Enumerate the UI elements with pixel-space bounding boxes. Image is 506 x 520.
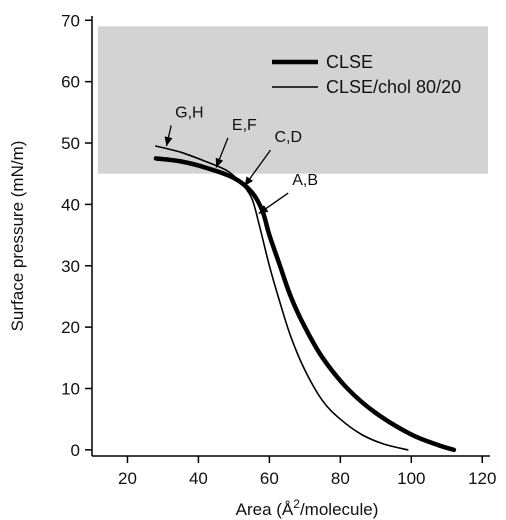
x-tick-label: 20 [118, 469, 137, 488]
annotation-arrow-head [215, 157, 224, 168]
annotation-label: A,B [292, 172, 318, 189]
x-axis-title-tail: /molecule) [300, 500, 378, 519]
shaded-region [98, 26, 488, 174]
y-tick-label: 10 [61, 379, 80, 398]
legend-label-clse: CLSE [326, 52, 373, 72]
x-tick-label: 40 [189, 469, 208, 488]
y-tick-label: 70 [61, 11, 80, 30]
annotation-arrow-head [244, 176, 254, 186]
annotation-label: G,H [175, 105, 203, 122]
y-ticks: 0 10 20 30 40 50 60 70 [61, 11, 92, 460]
y-tick-label: 60 [61, 73, 80, 92]
x-axis-title-superscript: 2 [293, 497, 300, 511]
x-axis-title-main: Area (Å [236, 500, 294, 519]
legend: CLSE CLSE/chol 80/20 [272, 52, 461, 97]
x-tick-label: 60 [260, 469, 279, 488]
y-tick-label: 0 [71, 441, 80, 460]
x-axis-title: Area (Å2/molecule) [236, 497, 379, 519]
series-line-clse [153, 156, 457, 453]
x-tick-label: 120 [468, 469, 496, 488]
y-tick-label: 30 [61, 257, 80, 276]
x-ticks: 20 40 60 80 100 120 [118, 456, 496, 488]
y-tick-label: 20 [61, 318, 80, 337]
annotation-label: E,F [232, 117, 257, 134]
series-line-clse-chol [155, 145, 409, 451]
x-tick-label: 80 [331, 469, 350, 488]
y-axis-title: Surface pressure (mN/m) [8, 141, 27, 332]
legend-label-clse-chol: CLSE/chol 80/20 [326, 77, 461, 97]
x-tick-label: 100 [397, 469, 425, 488]
series-layer [153, 145, 457, 453]
annotation-arrow-head [258, 205, 269, 214]
annotation-arrow-head [164, 136, 173, 147]
annotations: G,H E,F C,D A,B [164, 105, 318, 215]
y-tick-label: 40 [61, 195, 80, 214]
annotation-label: C,D [274, 129, 302, 146]
y-tick-label: 50 [61, 134, 80, 153]
